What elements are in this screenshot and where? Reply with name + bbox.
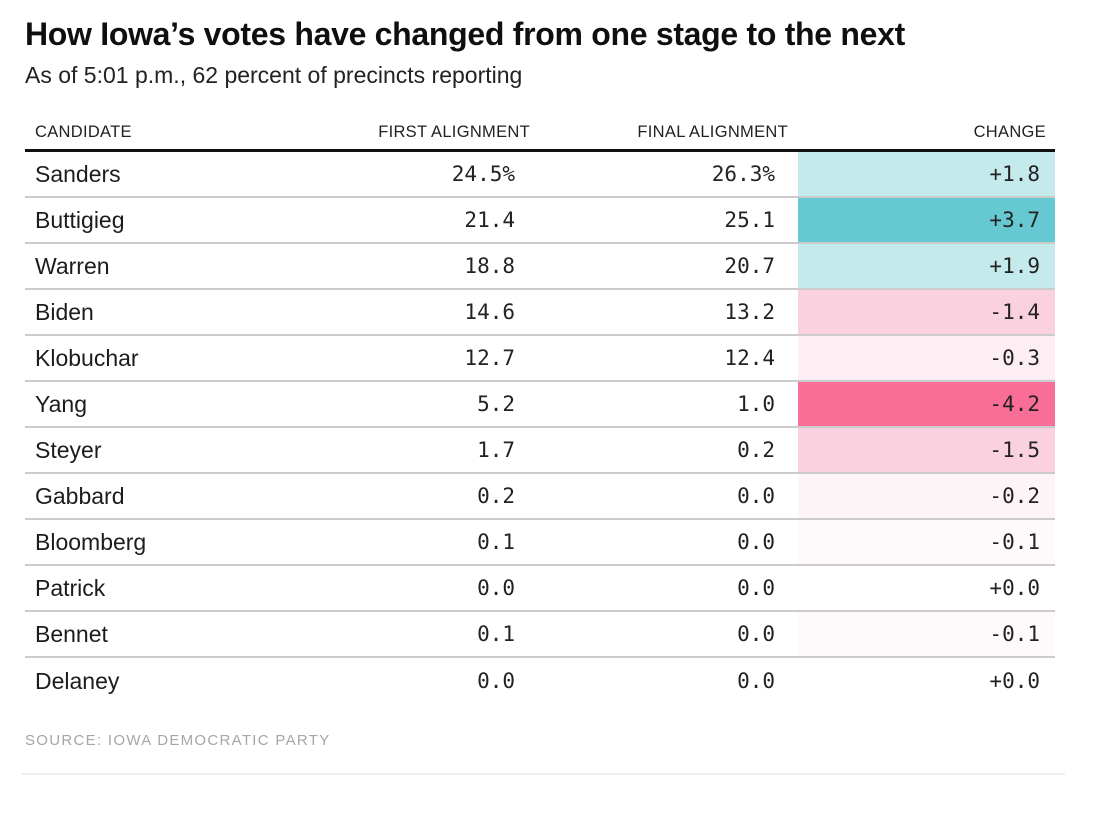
column-header-change: CHANGE [973, 123, 1046, 142]
table-row-klobuchar: Klobuchar 12.7 12.4 -0.3 [25, 336, 1055, 383]
candidate-name: Klobuchar [35, 344, 139, 371]
change-value: +0.0 [798, 658, 1055, 705]
candidate-name: Yang [35, 390, 88, 417]
table-row-sanders: Sanders 24.5% 26.3% +1.8 [25, 152, 1055, 199]
table-row-steyer: Steyer 1.7 0.2 -1.5 [25, 428, 1055, 475]
candidate-name: Sanders [35, 160, 121, 187]
final-alignment-value: 1.0 [737, 392, 775, 417]
first-alignment-value: 21.4 [464, 208, 515, 233]
candidate-name: Delaney [35, 667, 120, 694]
final-alignment-value: 12.4 [724, 346, 775, 371]
column-header-final-alignment: FINAL ALIGNMENT [637, 123, 788, 142]
column-header-first-alignment: FIRST ALIGNMENT [378, 123, 530, 142]
final-alignment-value: 26.3% [711, 162, 775, 187]
first-alignment-value: 24.5% [451, 162, 515, 187]
final-alignment-value: 0.0 [737, 576, 775, 601]
candidate-name: Gabbard [35, 482, 125, 509]
first-alignment-value: 14.6 [464, 300, 515, 325]
change-value: -4.2 [798, 382, 1055, 427]
final-alignment-value: 25.1 [724, 208, 775, 233]
table-row-gabbard: Gabbard 0.2 0.0 -0.2 [25, 474, 1055, 521]
final-alignment-value: 20.7 [724, 254, 775, 279]
candidate-name: Steyer [35, 436, 102, 463]
change-value: -0.2 [798, 474, 1055, 519]
table-row-buttigieg: Buttigieg 21.4 25.1 +3.7 [25, 198, 1055, 245]
change-value: +3.7 [798, 198, 1055, 243]
first-alignment-value: 1.7 [477, 438, 515, 463]
final-alignment-value: 13.2 [724, 300, 775, 325]
first-alignment-value: 0.2 [477, 484, 515, 509]
table-row-biden: Biden 14.6 13.2 -1.4 [25, 290, 1055, 337]
final-alignment-value: 0.0 [737, 530, 775, 555]
page-title: How Iowa’s votes have changed from one s… [25, 16, 905, 52]
table-header-row: CANDIDATE FIRST ALIGNMENT FINAL ALIGNMEN… [25, 123, 1055, 153]
change-value: -1.5 [798, 428, 1055, 473]
first-alignment-value: 0.0 [477, 669, 515, 694]
column-header-candidate: CANDIDATE [35, 123, 132, 142]
bottom-divider [22, 773, 1065, 776]
final-alignment-value: 0.2 [737, 438, 775, 463]
first-alignment-value: 12.7 [464, 346, 515, 371]
final-alignment-value: 0.0 [737, 484, 775, 509]
change-value: -0.1 [798, 520, 1055, 565]
first-alignment-value: 18.8 [464, 254, 515, 279]
change-value: -0.3 [798, 336, 1055, 381]
graphic-container: How Iowa’s votes have changed from one s… [25, 0, 1055, 749]
change-value: +1.8 [798, 152, 1055, 197]
alignment-table: CANDIDATE FIRST ALIGNMENT FINAL ALIGNMEN… [25, 123, 1055, 705]
candidate-name: Warren [35, 252, 110, 279]
change-value: +1.9 [798, 244, 1055, 289]
change-value: -1.4 [798, 290, 1055, 335]
table-row-delaney: Delaney 0.0 0.0 +0.0 [25, 658, 1055, 705]
table-row-yang: Yang 5.2 1.0 -4.2 [25, 382, 1055, 429]
page-subtitle: As of 5:01 p.m., 62 percent of precincts… [25, 62, 523, 89]
candidate-name: Patrick [35, 574, 106, 601]
change-value: -0.1 [798, 612, 1055, 657]
candidate-name: Biden [35, 298, 94, 325]
table-row-bloomberg: Bloomberg 0.1 0.0 -0.1 [25, 520, 1055, 567]
first-alignment-value: 0.1 [477, 530, 515, 555]
first-alignment-value: 0.1 [477, 622, 515, 647]
candidate-name: Buttigieg [35, 206, 125, 233]
final-alignment-value: 0.0 [737, 669, 775, 694]
candidate-name: Bloomberg [35, 528, 147, 555]
first-alignment-value: 5.2 [477, 392, 515, 417]
table-row-bennet: Bennet 0.1 0.0 -0.1 [25, 612, 1055, 659]
source-credit: SOURCE: IOWA DEMOCRATIC PARTY [25, 732, 331, 750]
change-value: +0.0 [798, 566, 1055, 611]
candidate-name: Bennet [35, 620, 108, 647]
table-row-patrick: Patrick 0.0 0.0 +0.0 [25, 566, 1055, 613]
first-alignment-value: 0.0 [477, 576, 515, 601]
table-row-warren: Warren 18.8 20.7 +1.9 [25, 244, 1055, 291]
final-alignment-value: 0.0 [737, 622, 775, 647]
